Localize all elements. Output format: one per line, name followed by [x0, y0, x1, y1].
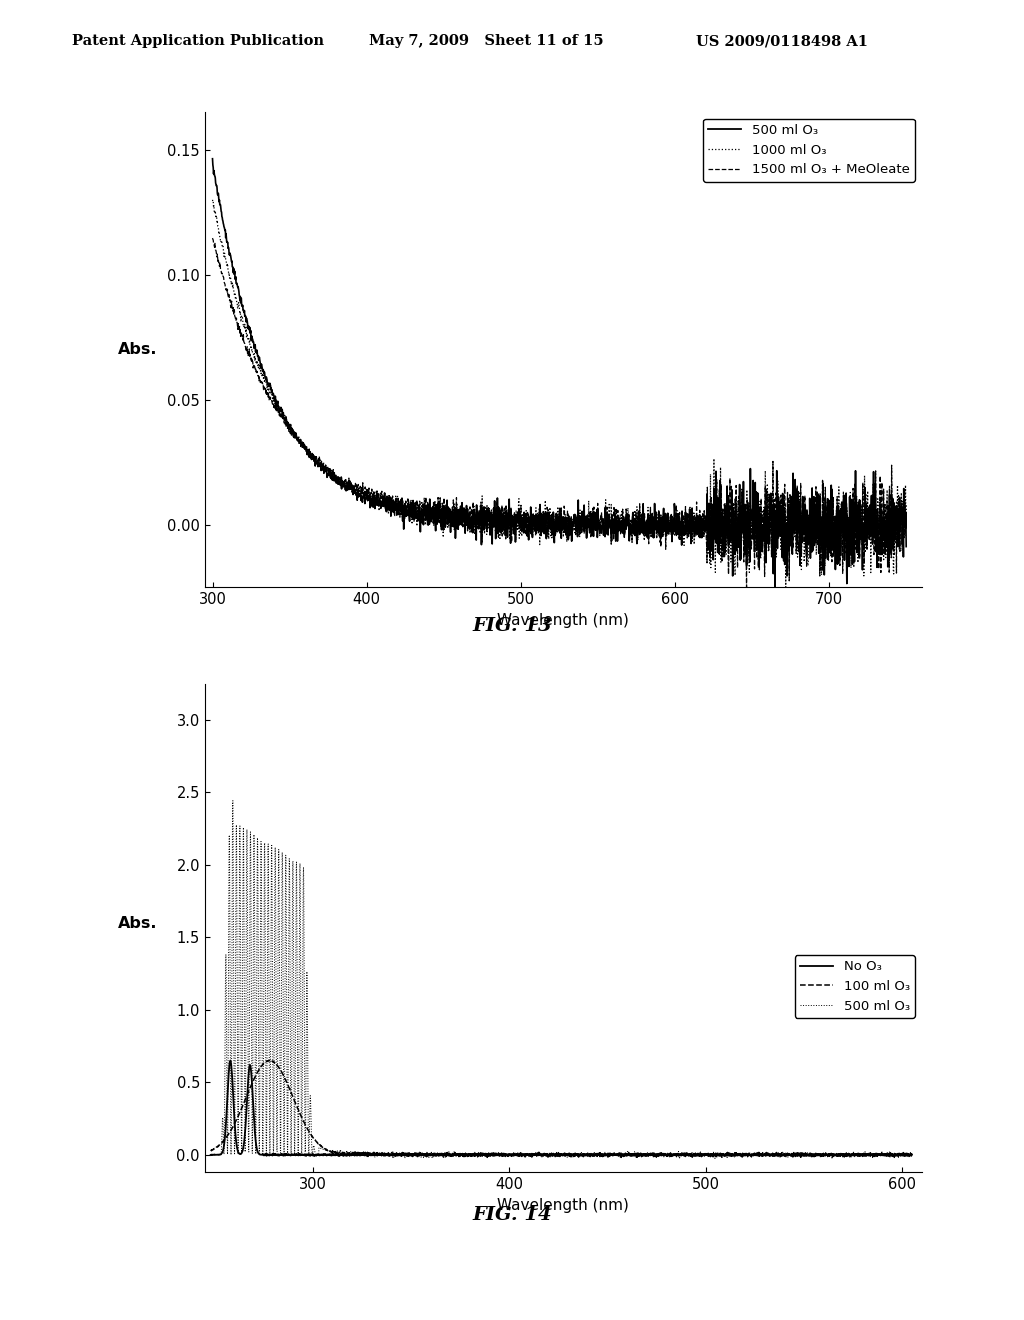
Text: US 2009/0118498 A1: US 2009/0118498 A1 [696, 34, 868, 49]
Legend: No O₃, 100 ml O₃, 500 ml O₃: No O₃, 100 ml O₃, 500 ml O₃ [795, 956, 915, 1018]
Text: FIG. 13: FIG. 13 [472, 616, 552, 635]
X-axis label: Wavelength (nm): Wavelength (nm) [498, 1197, 629, 1213]
Text: May 7, 2009   Sheet 11 of 15: May 7, 2009 Sheet 11 of 15 [369, 34, 603, 49]
Text: Patent Application Publication: Patent Application Publication [72, 34, 324, 49]
Text: Abs.: Abs. [118, 342, 158, 358]
Legend: 500 ml O₃, 1000 ml O₃, 1500 ml O₃ + MeOleate: 500 ml O₃, 1000 ml O₃, 1500 ml O₃ + MeOl… [703, 119, 915, 182]
Text: FIG. 14: FIG. 14 [472, 1205, 552, 1224]
X-axis label: Wavelength (nm): Wavelength (nm) [498, 612, 629, 628]
Text: Abs.: Abs. [118, 916, 158, 932]
